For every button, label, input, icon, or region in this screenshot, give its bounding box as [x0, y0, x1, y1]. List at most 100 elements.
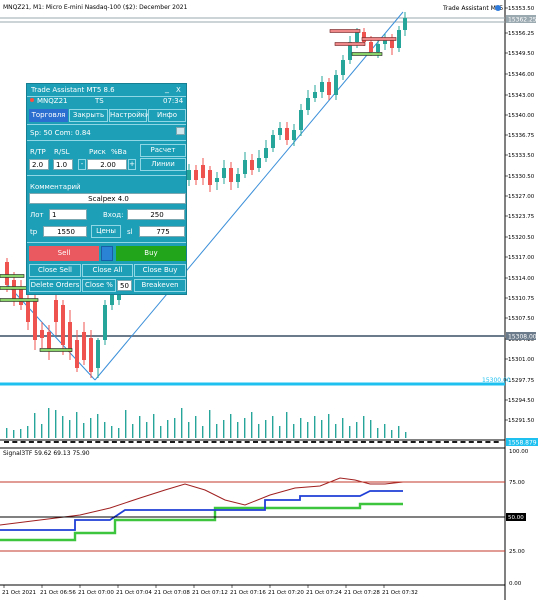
tab-info[interactable]: Инфо — [148, 109, 186, 122]
minimize-button[interactable]: _ — [165, 84, 169, 93]
panel-title: Trade Assistant MT5 8.6 — [31, 86, 115, 94]
session-marker — [128, 441, 134, 443]
order-marker[interactable] — [39, 348, 73, 352]
price-axis-label: 15317.00 — [508, 255, 535, 261]
comment-label: Комментарий — [30, 183, 81, 191]
order-marker[interactable] — [0, 274, 25, 278]
delete-orders-button[interactable]: Delete Orders — [29, 279, 81, 292]
session-marker — [443, 441, 449, 443]
panel-titlebar[interactable]: Trade Assistant MT5 8.6 _ X — [27, 84, 186, 96]
session-marker — [460, 441, 466, 443]
session-marker — [219, 441, 225, 443]
sl-input[interactable]: 775 — [139, 226, 185, 237]
volume-bar — [97, 414, 99, 438]
close-all-button[interactable]: Close All — [82, 264, 133, 277]
order-marker[interactable] — [351, 52, 383, 56]
buy-button[interactable]: Buy — [116, 246, 186, 261]
volume-bar — [251, 412, 253, 438]
lot-input[interactable]: 1 — [49, 209, 87, 220]
volume-bar — [202, 426, 204, 438]
candle-body — [96, 340, 100, 368]
candle-body — [75, 340, 79, 368]
trade-assistant-panel[interactable]: Trade Assistant MT5 8.6 _ X MNQZ21 TS 07… — [26, 83, 187, 295]
tab-settings[interactable]: Настройки — [109, 109, 150, 122]
close-sell-button[interactable]: Close Sell — [29, 264, 81, 277]
rtp-input[interactable]: 2.0 — [29, 159, 49, 170]
time-axis-label: 21 Oct 06:56 — [40, 590, 76, 596]
close-percent-input[interactable]: 50 — [117, 280, 132, 291]
session-marker — [261, 441, 267, 443]
candle-body — [348, 42, 352, 60]
comment-input[interactable]: Scalpex 4.0 — [29, 193, 186, 204]
session-marker — [203, 441, 209, 443]
session-marker — [120, 441, 126, 443]
volume-bar — [244, 418, 246, 438]
price-axis-label: 15310.75 — [508, 296, 535, 302]
volume-bar — [405, 432, 407, 438]
tp-input[interactable]: 1550 — [43, 226, 87, 237]
volume-bar — [6, 428, 8, 438]
price-axis-label: 15333.50 — [508, 153, 535, 159]
order-marker[interactable] — [329, 29, 361, 33]
volume-bar — [272, 416, 274, 438]
trendline-down[interactable] — [4, 281, 96, 381]
level-50-tag — [506, 513, 526, 521]
session-marker — [178, 441, 184, 443]
mode-label: TS — [95, 97, 104, 105]
session-marker — [410, 441, 416, 443]
candle-body — [390, 40, 394, 48]
session-marker — [344, 441, 350, 443]
close-buy-button[interactable]: Close Buy — [134, 264, 186, 277]
price-axis-label: 15340.00 — [508, 113, 535, 119]
camera-icon[interactable] — [176, 127, 185, 135]
session-marker — [78, 441, 84, 443]
session-marker — [12, 441, 18, 443]
lot-calc-button[interactable]: Расчет лота — [140, 144, 186, 165]
candle-body — [362, 32, 366, 42]
session-marker — [360, 441, 366, 443]
price-axis-label: 15343.00 — [508, 93, 535, 99]
candle-body — [103, 305, 107, 340]
candle-body — [187, 170, 191, 180]
candle-body — [278, 128, 282, 135]
session-marker — [194, 441, 200, 443]
candle-body — [201, 165, 205, 178]
order-marker[interactable] — [334, 42, 366, 46]
session-marker — [336, 441, 341, 443]
lines-button[interactable]: Линии — [140, 158, 186, 171]
risk-minus-button[interactable]: - — [78, 159, 86, 170]
entry-input[interactable]: 250 — [127, 209, 185, 220]
close-percent-button[interactable]: Close % — [82, 279, 116, 292]
price-axis-label: 15301.00 — [508, 357, 535, 363]
tab-close[interactable]: Закрыть — [69, 109, 108, 122]
price-axis-label: 15327.00 — [508, 194, 535, 200]
risk-plus-button[interactable]: + — [128, 159, 136, 170]
session-marker — [485, 441, 491, 443]
time-axis-label: 21 Oct 2021 — [2, 590, 36, 596]
rsl-input[interactable]: 1.0 — [53, 159, 73, 170]
close-icon[interactable]: X — [176, 86, 181, 94]
tab-trading[interactable]: Торговля — [29, 109, 68, 122]
prices-button[interactable]: Цены — [91, 225, 121, 238]
breakeven-button[interactable]: Breakeven — [134, 279, 186, 292]
order-marker[interactable] — [0, 298, 39, 302]
session-marker — [53, 441, 59, 443]
volume-bar — [104, 422, 106, 438]
trendline-up[interactable] — [94, 11, 404, 381]
mode-toggle-button[interactable] — [101, 246, 113, 261]
candle-body — [215, 178, 219, 182]
order-marker[interactable] — [361, 37, 397, 41]
time-axis-label: 21 Oct 07:28 — [344, 590, 380, 596]
risk-input[interactable]: 2.00 — [87, 159, 127, 170]
price-axis-label: 15320.50 — [508, 235, 535, 241]
session-marker — [111, 441, 117, 443]
indicator-axis-label: 0.00 — [509, 581, 522, 587]
ea-smile-icon — [495, 5, 501, 11]
volume-bar — [188, 422, 190, 438]
candle-body — [327, 82, 331, 95]
sell-button[interactable]: Sell — [29, 246, 99, 261]
volume-bar — [342, 418, 344, 438]
candle-body — [334, 75, 338, 95]
session-marker — [327, 441, 333, 443]
